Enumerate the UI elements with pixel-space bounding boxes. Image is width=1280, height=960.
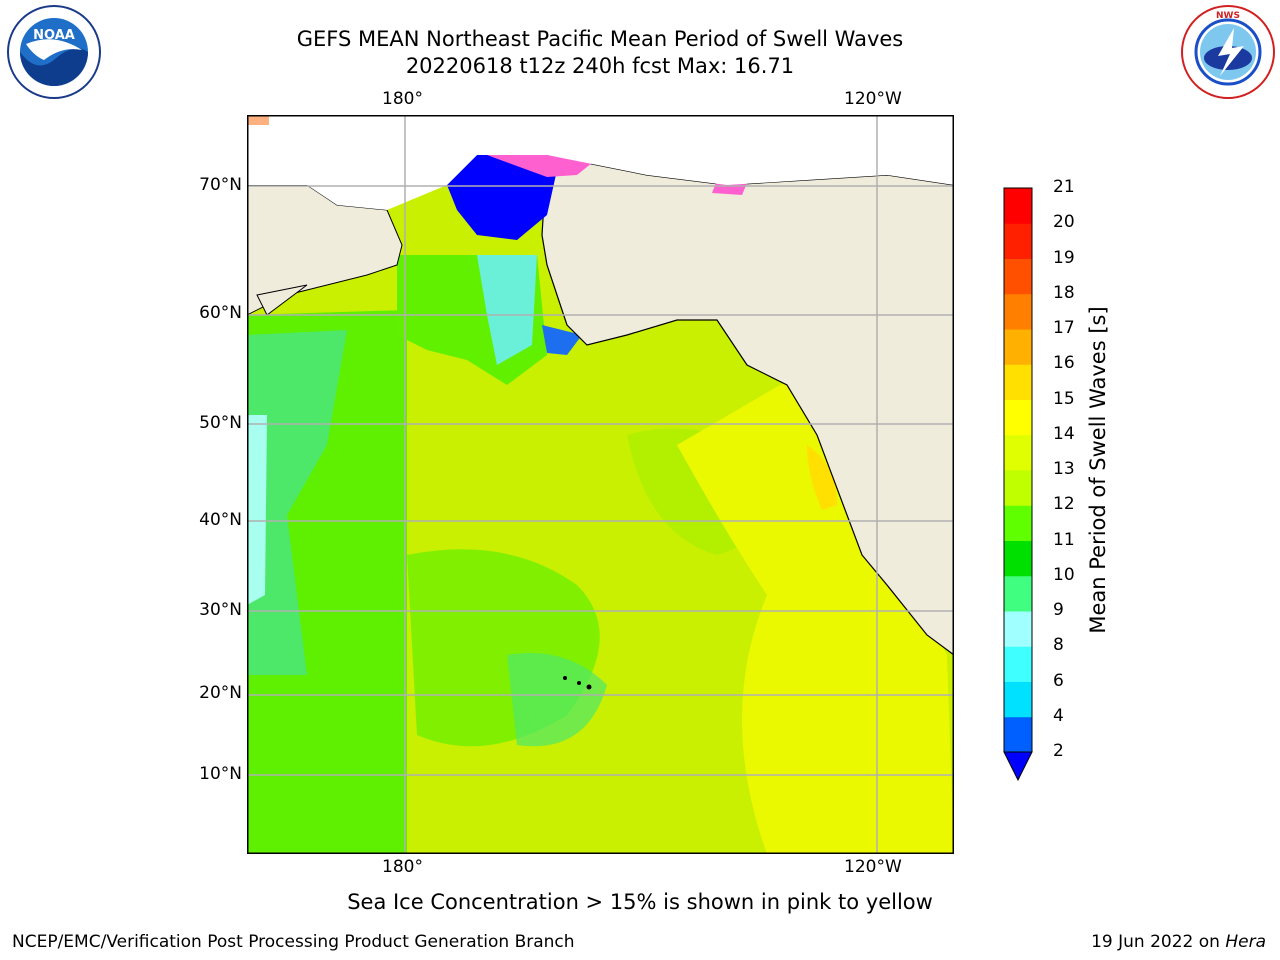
colorbar-tick-label: 12 — [1053, 494, 1075, 515]
bristol-bay-low — [542, 325, 582, 355]
colorbar-bin — [1004, 258, 1032, 295]
lat-label-70n: 70°N — [199, 175, 242, 195]
colorbar-tick-label: 20 — [1053, 212, 1075, 233]
colorbar-frame — [1003, 187, 1033, 753]
colorbar-bin — [1004, 540, 1032, 577]
west-low-period-strip — [247, 415, 267, 605]
colorbar-tick-label: 9 — [1053, 600, 1064, 620]
colorbar-tick-label: 10 — [1053, 564, 1075, 585]
colorbar-tick-label: 6 — [1053, 670, 1064, 691]
graticule — [247, 115, 954, 854]
colorbar-tick-label: 2 — [1053, 741, 1064, 761]
colorbar-bin — [1004, 293, 1032, 330]
lat-label-50n: 50°N — [199, 413, 242, 433]
colorbar-tick-label: 21 — [1053, 177, 1075, 197]
colorbar-tick-label: 17 — [1053, 318, 1075, 338]
hawaii-island-3 — [586, 684, 592, 690]
map-subtitle: 20220618 t12z 240h fcst Max: 16.71 — [405, 54, 795, 78]
bering-low-period — [477, 255, 537, 365]
colorbar-extend-arrow — [1003, 751, 1033, 782]
lon-label-top-180: 180° — [382, 89, 423, 109]
top-left-ice — [247, 115, 269, 125]
colorbar-tick-label: 11 — [1053, 529, 1075, 550]
colorbar-bin — [1004, 399, 1032, 436]
colorbar-bin — [1004, 223, 1032, 259]
west-swell-region-2 — [247, 330, 347, 675]
lat-label-40n: 40°N — [199, 510, 242, 530]
arctic-low-period — [447, 155, 557, 240]
colorbar-bin — [1004, 188, 1032, 224]
lat-label-60n: 60°N — [199, 303, 242, 323]
kamchatka-land — [256, 284, 308, 316]
svg-text:NWS: NWS — [1216, 11, 1240, 21]
lat-label-10n: 10°N — [199, 764, 242, 784]
colorbar-bin — [1004, 646, 1032, 682]
ca-coast-patch — [807, 445, 837, 510]
lat-label-20n: 20°N — [199, 683, 242, 703]
hawaii-island-2 — [577, 681, 581, 685]
colorbar-tick-label: 13 — [1053, 459, 1075, 479]
colorbar-bin — [1004, 575, 1032, 612]
colorbar-tick-label: 14 — [1053, 423, 1075, 444]
sea-ice-pink — [487, 155, 592, 177]
noaa-logo: NOAA — [7, 5, 101, 99]
colorbar-tick-label: 19 — [1053, 247, 1075, 268]
colorbar-tick-label: 15 — [1053, 388, 1075, 409]
colorbar-bin — [1004, 364, 1032, 400]
colorbar-bin — [1004, 329, 1032, 365]
nws-logo: NWS — [1181, 5, 1275, 99]
swell-period-map — [247, 115, 954, 854]
noaa-logo-text: NOAA — [33, 28, 75, 43]
colorbar — [1003, 187, 1033, 782]
colorbar-tick-label: 18 — [1053, 282, 1075, 303]
lat-label-30n: 30°N — [199, 600, 242, 620]
central-green-patch-2 — [507, 653, 607, 747]
hawaii-island-1 — [563, 676, 567, 680]
map-title: GEFS MEAN Northeast Pacific Mean Period … — [296, 27, 904, 51]
colorbar-tick-label: 4 — [1053, 705, 1064, 726]
colorbar-bin — [1004, 505, 1032, 541]
colorbar-tick-label: 8 — [1053, 635, 1064, 656]
footer-date-text: 19 Jun 2022 on — [1091, 932, 1226, 952]
footer-machine: Hera — [1225, 932, 1266, 952]
colorbar-bin — [1004, 434, 1032, 471]
map-frame — [247, 115, 954, 854]
east-yellow-region — [677, 375, 954, 854]
footer-date: 19 Jun 2022 on Hera — [1091, 932, 1266, 952]
colorbar-bin — [1004, 611, 1032, 647]
footer-branch: NCEP/EMC/Verification Post Processing Pr… — [12, 932, 575, 952]
lon-label-bottom-120w: 120°W — [844, 857, 902, 877]
colorbar-title: Mean Period of Swell Waves [s] — [1086, 306, 1110, 634]
lon-label-top-120w: 120°W — [844, 89, 902, 109]
colorbar-tick-label: 16 — [1053, 353, 1075, 374]
colorbar-bin — [1004, 470, 1032, 506]
colorbar-bin — [1004, 681, 1032, 718]
colorbar-bin — [1004, 716, 1032, 753]
lon-label-bottom-180: 180° — [382, 857, 423, 877]
sea-ice-note: Sea Ice Concentration > 15% is shown in … — [347, 890, 933, 914]
